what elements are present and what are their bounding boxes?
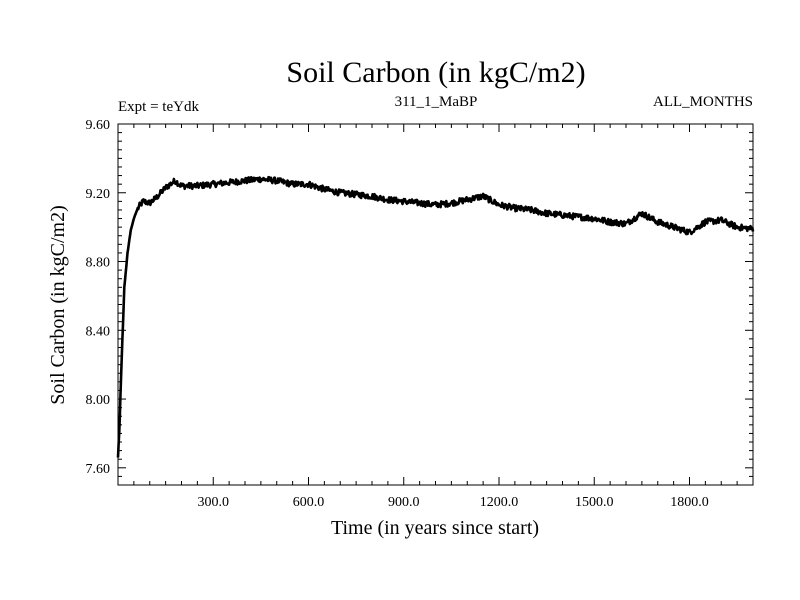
x-axis-ticks: [133, 124, 738, 485]
chart-title: Soil Carbon (in kgC/m2): [286, 56, 585, 89]
plot-frame: [117, 123, 754, 486]
subtitle-right: ALL_MONTHS: [653, 94, 753, 110]
y-tick-label: 9.60: [86, 118, 111, 133]
subtitle-center: 311_1_MaBP: [395, 94, 478, 110]
x-tick-label: 900.0: [388, 495, 420, 510]
subtitle-left: Expt = teYdk: [118, 99, 199, 115]
x-axis-tick-labels: 300.0 600.0 900.0 1200.0 1500.0 1800.0: [198, 495, 709, 510]
x-tick-label: 1200.0: [480, 495, 519, 510]
y-axis-label: Soil Carbon (in kgC/m2): [47, 205, 69, 404]
x-tick-label: 300.0: [198, 495, 230, 510]
x-tick-label: 1500.0: [575, 495, 614, 510]
x-tick-label: 600.0: [293, 495, 325, 510]
y-tick-label: 8.80: [86, 256, 111, 271]
y-tick-label: 8.00: [86, 393, 111, 408]
y-tick-label: 7.60: [86, 462, 111, 477]
x-axis-label: Time (in years since start): [331, 517, 539, 539]
soil-carbon-series-line: [116, 175, 755, 458]
y-tick-label: 9.20: [86, 187, 111, 202]
y-tick-label: 8.40: [86, 324, 111, 339]
y-axis-tick-labels: 7.60 8.00 8.40 8.80 9.20 9.60: [86, 118, 111, 477]
y-axis-ticks: [118, 123, 753, 486]
x-tick-label: 1800.0: [670, 495, 709, 510]
